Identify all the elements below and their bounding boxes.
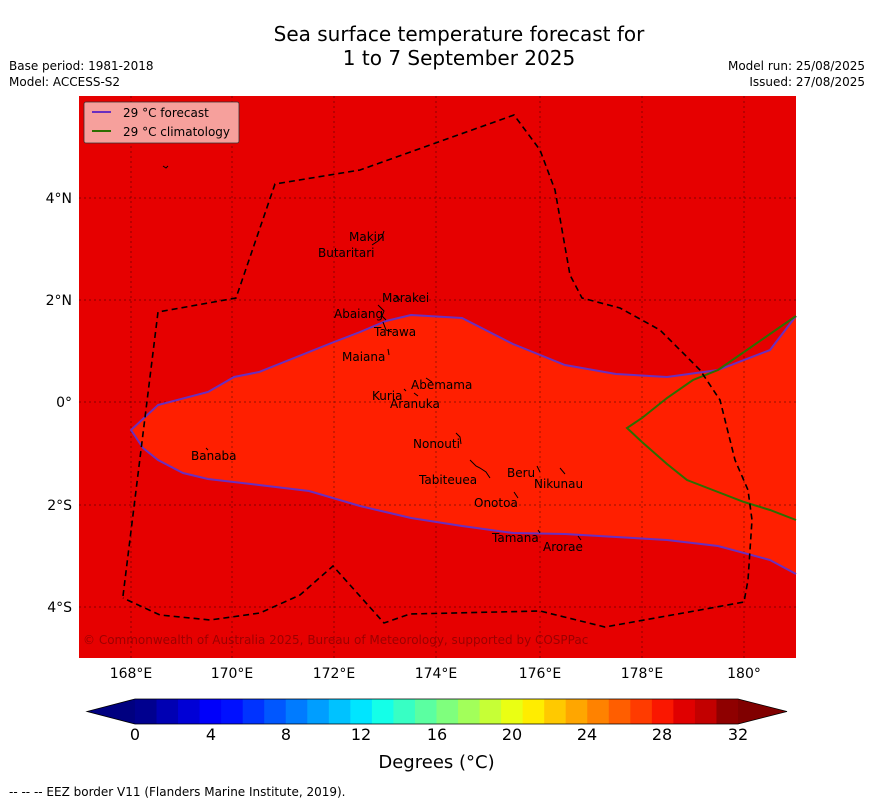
climatology-29c-contour <box>625 315 797 521</box>
islands <box>162 165 582 541</box>
colorbar-segment <box>156 699 179 724</box>
colorbar-tick-label: 32 <box>728 725 748 744</box>
colorbar-segment <box>221 699 244 724</box>
lon-tick-label: 180° <box>727 666 761 682</box>
lon-tick-label: 172°E <box>313 666 356 682</box>
colorbar-segment <box>328 699 351 724</box>
base-period: Base period: 1981-2018 <box>9 59 154 73</box>
colorbar-segment <box>716 699 739 724</box>
colorbar-segment <box>285 699 308 724</box>
place-label: Kuria <box>372 389 403 403</box>
colorbar-segment <box>544 699 567 724</box>
colorbar-segment <box>350 699 373 724</box>
lon-tick-label: 176°E <box>519 666 562 682</box>
colorbar-segment <box>630 699 653 724</box>
colorbar-segment <box>393 699 416 724</box>
colorbar-segment <box>501 699 524 724</box>
colorbar-segment <box>264 699 287 724</box>
place-label: Abaiang <box>334 307 383 321</box>
chart-title: Sea surface temperature forecast for 1 t… <box>0 22 873 70</box>
meta-right: Model run: 25/08/2025 Issued: 27/08/2025 <box>728 58 865 90</box>
colorbar-tick-label: 16 <box>427 725 447 744</box>
colorbar-tick-label: 8 <box>281 725 291 744</box>
colorbar-segment <box>414 699 437 724</box>
lon-axis: 168°E 170°E 172°E 174°E 176°E 178°E 180° <box>110 666 761 682</box>
lat-tick-label: 2°S <box>47 498 72 514</box>
colorbar-outline <box>85 698 788 725</box>
place-label: Makin <box>349 230 385 244</box>
copyright-text: © Commonwealth of Australia 2025, Bureau… <box>83 633 588 647</box>
colorbar-segment <box>178 699 201 724</box>
lat-tick-label: 0° <box>56 395 72 411</box>
place-label: Abemama <box>411 378 472 392</box>
colorbar-segment <box>458 699 481 724</box>
place-label: Tarawa <box>373 325 416 339</box>
colorbar-segment <box>307 699 330 724</box>
colorbar-tick-label: 24 <box>577 725 597 744</box>
colorbar-segment <box>199 699 222 724</box>
forecast-29c-contour <box>129 313 797 575</box>
place-label: Beru <box>507 466 535 480</box>
colorbar-tick-label: 12 <box>351 725 371 744</box>
place-label: Tabiteuea <box>418 473 477 487</box>
lon-tick-label: 170°E <box>211 666 254 682</box>
place-label: Aranuka <box>390 397 440 411</box>
model-name: Model: ACCESS-S2 <box>9 75 121 89</box>
model-run: Model run: 25/08/2025 <box>727 59 865 73</box>
place-label: Marakei <box>382 291 429 305</box>
place-label: Banaba <box>191 449 237 463</box>
lat-tick-label: 4°S <box>47 600 72 616</box>
map-legend: 29 °C forecast 29 °C climatology <box>83 101 240 144</box>
colorbar-segment <box>371 699 394 724</box>
meta-left: Base period: 1981-2018 Model: ACCESS-S2 <box>9 58 154 90</box>
colorbar-low-arrow <box>87 699 135 724</box>
colorbar-segment <box>479 699 502 724</box>
colorbar-segment <box>608 699 631 724</box>
legend-box <box>83 101 240 144</box>
warmer-band-fill <box>131 315 796 574</box>
lon-tick-label: 178°E <box>621 666 664 682</box>
title-line-2: 1 to 7 September 2025 <box>342 46 576 70</box>
lat-tick-label: 4°N <box>46 191 72 207</box>
title-line-1: Sea surface temperature forecast for <box>273 22 645 46</box>
lon-tick-label: 168°E <box>110 666 153 682</box>
place-label: Butaritari <box>318 246 375 260</box>
lon-tick-label: 174°E <box>415 666 458 682</box>
colorbar-segment <box>587 699 610 724</box>
colorbar-tick-label: 0 <box>130 725 140 744</box>
colorbar <box>85 698 788 725</box>
issued-date: Issued: 27/08/2025 <box>749 75 865 89</box>
colorbar-tick-label: 28 <box>652 725 672 744</box>
colorbar-segment <box>242 699 265 724</box>
place-label: Maiana <box>342 350 385 364</box>
eez-note: -- -- -- EEZ border V11 (Flanders Marine… <box>9 785 346 799</box>
colorbar-tick-label: 4 <box>206 725 216 744</box>
colorbar-segment <box>522 699 545 724</box>
colorbar-segment <box>436 699 459 724</box>
colorbar-segment <box>135 699 158 724</box>
colorbar-segment <box>694 699 717 724</box>
lat-axis: 4°N 2°N 0° 2°S 4°S <box>46 191 73 616</box>
colorbar-ticks: 0 4 8 12 16 20 24 28 32 <box>130 725 748 744</box>
place-label: Arorae <box>543 540 583 554</box>
place-label: Onotoa <box>474 496 518 510</box>
colorbar-segment <box>651 699 674 724</box>
colorbar-high-arrow <box>738 699 787 724</box>
colorbar-tick-label: 20 <box>502 725 522 744</box>
legend-climatology-label: 29 °C climatology <box>123 125 230 139</box>
place-label: Nikunau <box>534 477 583 491</box>
legend-forecast-label: 29 °C forecast <box>123 106 209 120</box>
colorbar-label: Degrees (°C) <box>378 752 495 773</box>
colorbar-segment <box>673 699 696 724</box>
place-label: Nonouti <box>413 437 460 451</box>
lat-tick-label: 2°N <box>46 293 72 309</box>
place-labels: Makin Butaritari Marakei Abaiang Tarawa … <box>191 230 583 554</box>
place-label: Tamana <box>491 531 539 545</box>
colorbar-segment <box>565 699 588 724</box>
